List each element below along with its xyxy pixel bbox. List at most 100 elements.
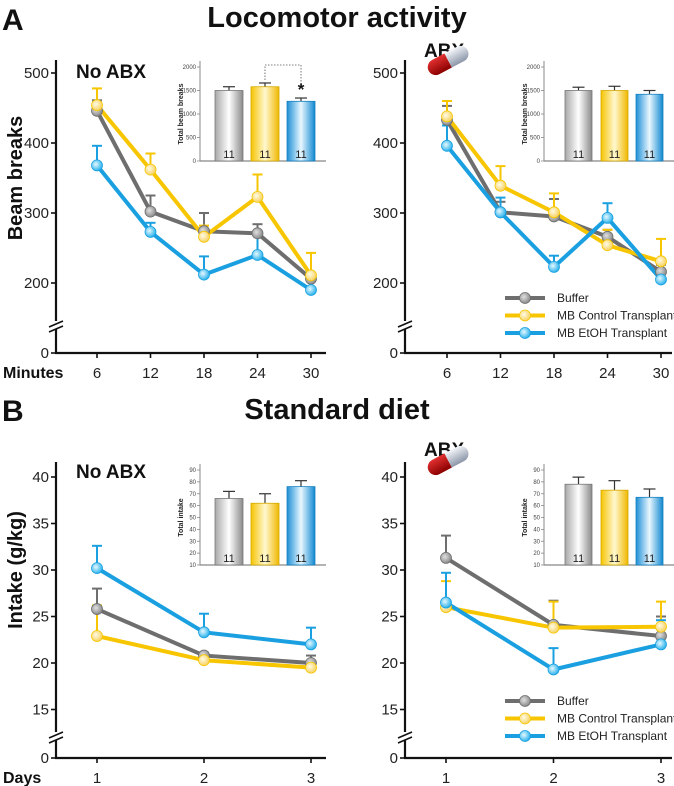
- legend-swatch-marker: [519, 292, 531, 304]
- legend-swatch-marker: [519, 695, 531, 707]
- y-tick-label: 0: [390, 750, 398, 767]
- inset-bar-yellow: [600, 489, 629, 566]
- legend-label: MB Control Transplant: [557, 309, 674, 323]
- data-point: [547, 663, 560, 676]
- pill-icon: [427, 45, 469, 76]
- y-tick-label: 0: [41, 750, 49, 767]
- inset-y-tick-label: 60: [533, 504, 540, 510]
- data-point: [601, 211, 614, 224]
- data-point: [440, 596, 452, 609]
- inset-y-axis-label: Total intake: [522, 498, 529, 536]
- inset-bar-blue: [286, 486, 316, 566]
- legend-label: MB EtOH Transplant: [557, 729, 668, 743]
- inset-y-tick-label: 70: [189, 492, 196, 498]
- x-tick-label: 12: [492, 365, 509, 382]
- series-mb-control-transplant: [92, 87, 316, 276]
- data-point: [440, 552, 452, 564]
- x-tick-label: 24: [599, 365, 616, 382]
- x-tick-label: 2: [549, 770, 557, 786]
- axis-break-mark: [48, 320, 64, 333]
- inset-bar-gray: [564, 483, 593, 566]
- data-point: [91, 159, 103, 172]
- inset-y-tick-label: 500: [186, 136, 197, 142]
- y-tick-label: 300: [24, 205, 49, 222]
- x-tick-label: 12: [142, 365, 159, 382]
- x-axis-label: Minutes: [3, 365, 64, 382]
- legend: Buffer MB Control Transplant MB EtOH Trans…: [505, 694, 674, 743]
- data-point: [91, 630, 103, 642]
- legend-swatch-marker: [519, 712, 531, 725]
- data-point: [441, 110, 453, 123]
- inset-y-tick-label: 0: [193, 159, 197, 165]
- inset-y-tick-label: 80: [533, 480, 540, 486]
- x-tick-label: 6: [93, 365, 101, 382]
- inset-bar-gray: [214, 90, 244, 162]
- y-tick-label: 0: [390, 345, 398, 362]
- inset-n-label: 11: [573, 149, 584, 161]
- x-tick-label: 3: [657, 770, 665, 786]
- data-point: [305, 638, 317, 651]
- panel-b-noabx: 0 15 20 25 30 35 40 1 2 3 Days Intake (g/kg) No ABX 1…: [3, 462, 326, 786]
- inset-bar-yellow: [250, 502, 280, 566]
- inset-y-tick-label: 1500: [527, 89, 541, 95]
- y-tick-label: 200: [373, 275, 398, 292]
- data-point: [251, 227, 264, 240]
- data-point: [144, 225, 157, 238]
- y-tick-label: 200: [24, 275, 49, 292]
- inset-y-tick-label: 1500: [183, 89, 197, 95]
- y-tick-label: 15: [32, 702, 49, 719]
- inset-y-tick-label: 40: [533, 527, 540, 533]
- data-point: [655, 638, 667, 651]
- x-tick-label: 24: [249, 365, 266, 382]
- data-point: [198, 230, 210, 243]
- inset-bar-blue: [286, 100, 316, 162]
- inset-bar-chart: 0 500 1000 1500 2000 Total beam breaks 11 11 11: [522, 61, 674, 165]
- axis-break-mark: [397, 731, 413, 744]
- y-tick-label: 40: [32, 469, 49, 486]
- y-tick-label: 20: [381, 655, 398, 672]
- inset-y-axis-label: Total beam breaks: [522, 83, 529, 144]
- inset-n-label: 11: [573, 553, 584, 565]
- legend-label: Buffer: [557, 291, 589, 305]
- data-point: [305, 284, 317, 296]
- inset-y-tick-label: 40: [189, 527, 196, 533]
- data-point: [198, 626, 210, 639]
- axis-break-mark: [397, 320, 413, 333]
- inset-bar-chart: 10 20 30 40 50 60 70 80 90 Total intake 11 11 11: [522, 464, 674, 569]
- data-point: [494, 206, 507, 219]
- inset-y-tick-label: 20: [533, 551, 540, 557]
- inset-y-tick-label: 2000: [527, 65, 541, 71]
- inset-n-label: 11: [644, 149, 655, 161]
- inset-n-label: 11: [295, 553, 306, 565]
- significance-star: *: [298, 80, 305, 99]
- legend-label: MB EtOH Transplant: [557, 326, 668, 340]
- inset-y-tick-label: 90: [189, 468, 196, 474]
- x-tick-label: 3: [307, 770, 315, 786]
- inset-n-label: 11: [259, 149, 270, 161]
- inset-y-tick-label: 30: [189, 539, 196, 545]
- inset-bar-gray: [214, 498, 244, 566]
- legend-label: MB Control Transplant: [557, 712, 674, 726]
- axis-break-mark: [48, 731, 64, 744]
- panel-a-noabx: 0 200 300 400 500 6 12 18 24 30 Minutes Beam breaks…: [3, 60, 326, 382]
- data-point: [251, 190, 264, 203]
- data-point: [305, 661, 317, 674]
- panel-b-title: Standard diet: [244, 394, 430, 426]
- panel-subtitle: No ABX: [76, 462, 146, 483]
- y-tick-label: 20: [32, 655, 49, 672]
- panel-subtitle: No ABX: [76, 62, 146, 83]
- y-tick-label: 35: [381, 516, 398, 533]
- inset-y-tick-label: 10: [533, 563, 540, 569]
- inset-n-label: 11: [223, 553, 234, 565]
- data-point: [91, 99, 103, 112]
- y-tick-label: 0: [41, 345, 49, 362]
- data-point: [494, 179, 507, 192]
- y-tick-label: 500: [373, 65, 398, 82]
- inset-bar-blue: [635, 496, 664, 566]
- data-point: [144, 163, 157, 176]
- data-point: [547, 621, 560, 634]
- y-axis-label: Beam breaks: [5, 116, 27, 241]
- inset-y-axis-label: Total intake: [178, 498, 185, 536]
- inset-y-tick-label: 500: [530, 136, 541, 142]
